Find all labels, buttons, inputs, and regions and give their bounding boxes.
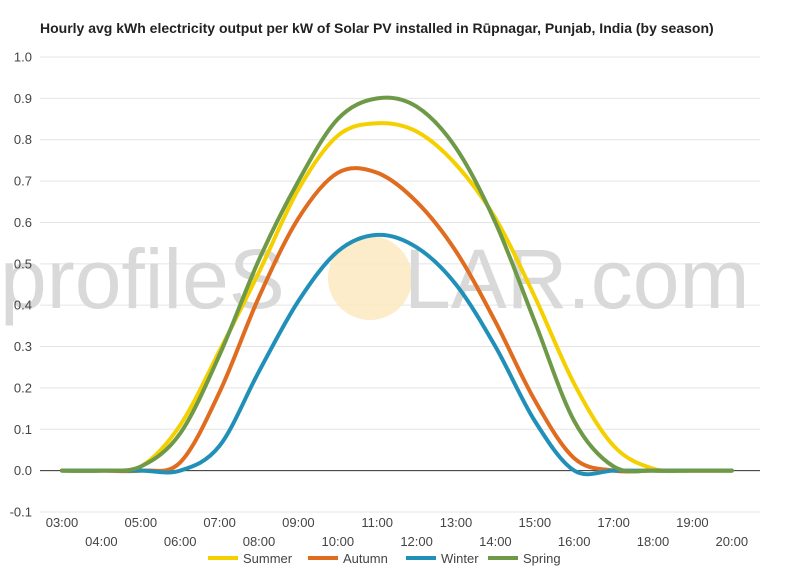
y-axis-ticks: -0.1 0.0 0.1 0.2 0.3 0.4 0.5 0.6 0.7 0.8 0.9 1.0 <box>10 50 32 520</box>
x-tick-label: 08:00 <box>243 534 276 549</box>
x-tick-label: 11:00 <box>361 515 393 530</box>
series-line-summer <box>60 121 734 474</box>
series-line-spring <box>60 95 734 474</box>
x-tick-label: 06:00 <box>164 534 197 549</box>
y-tick-label: 0.0 <box>14 463 32 478</box>
x-tick-label: 09:00 <box>282 515 315 530</box>
legend-label-winter: Winter <box>441 551 479 566</box>
y-tick-label: 0.4 <box>14 298 32 313</box>
x-tick-label: 05:00 <box>125 515 158 530</box>
y-tick-label: 0.1 <box>14 422 32 437</box>
y-tick-label: 0.9 <box>14 91 32 106</box>
legend-label-spring: Spring <box>523 551 561 566</box>
y-tick-label: 0.3 <box>14 339 32 354</box>
legend: Summer Autumn Winter Spring <box>208 551 561 566</box>
x-tick-label: 14:00 <box>479 534 512 549</box>
series-line-winter <box>60 232 734 477</box>
watermark-text-left: profileS <box>0 232 285 326</box>
x-tick-label: 10:00 <box>322 534 355 549</box>
y-tick-label: 0.6 <box>14 215 32 230</box>
x-tick-label: 17:00 <box>597 515 630 530</box>
x-tick-label: 12:00 <box>400 534 433 549</box>
y-tick-label: 0.7 <box>14 174 32 189</box>
chart-title: Hourly avg kWh electricity output per kW… <box>40 20 714 36</box>
legend-label-autumn: Autumn <box>343 551 388 566</box>
x-tick-label: 13:00 <box>440 515 473 530</box>
x-axis-ticks: 03:00 04:00 05:00 06:00 07:00 08:00 09:00 10:00… <box>46 515 748 549</box>
watermark-text-right: LAR.com <box>404 232 749 326</box>
y-tick-label: -0.1 <box>10 505 32 520</box>
y-tick-label: 0.5 <box>14 256 32 271</box>
x-tick-label: 04:00 <box>85 534 118 549</box>
x-tick-label: 16:00 <box>558 534 591 549</box>
watermark: profileS LAR.com <box>0 232 749 326</box>
x-tick-label: 20:00 <box>716 534 749 549</box>
x-tick-label: 15:00 <box>519 515 552 530</box>
watermark-sun <box>328 236 412 320</box>
series-lines <box>60 95 734 477</box>
x-tick-label: 18:00 <box>637 534 670 549</box>
y-tick-label: 1.0 <box>14 50 32 65</box>
y-tick-label: 0.2 <box>14 380 32 395</box>
x-tick-label: 03:00 <box>46 515 79 530</box>
x-tick-label: 07:00 <box>203 515 236 530</box>
y-tick-label: 0.8 <box>14 132 32 147</box>
legend-label-summer: Summer <box>243 551 293 566</box>
x-tick-label: 19:00 <box>676 515 709 530</box>
